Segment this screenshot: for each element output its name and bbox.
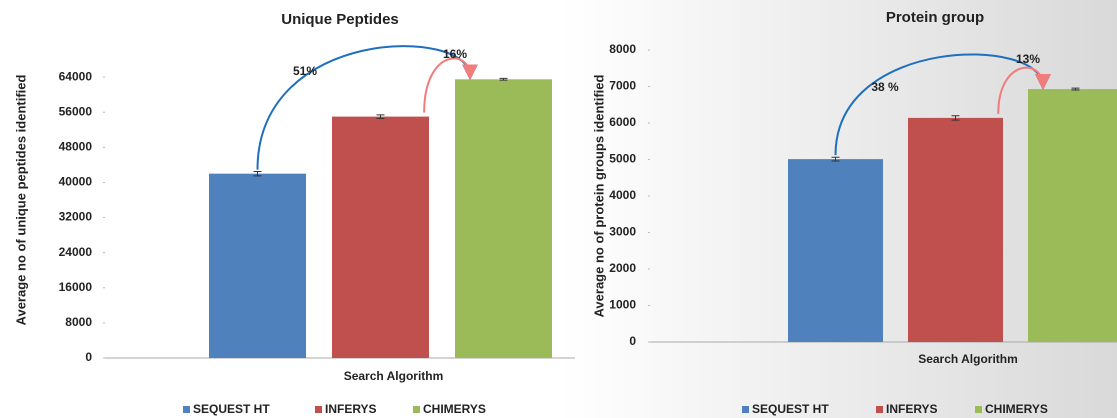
error-bar [831, 156, 840, 162]
error-bar [253, 170, 262, 177]
y-tick-label: 0 [629, 334, 636, 348]
bar [1028, 89, 1117, 343]
error-bar [1071, 87, 1080, 91]
bar [788, 159, 883, 342]
annotation: 38 % [871, 80, 899, 94]
legend-label: INFERYS [325, 402, 377, 416]
y-axis-label: Average no of protein groups identified [591, 74, 606, 317]
x-axis-label: Search Algorithm [344, 369, 444, 383]
bar [332, 116, 429, 358]
bar [209, 173, 306, 358]
y-tick-label: 7000 [609, 79, 636, 93]
y-tick-label: 3000 [609, 225, 636, 239]
legend-label: CHIMERYS [985, 402, 1048, 416]
x-axis-label: Search Algorithm [918, 352, 1018, 366]
arrow [997, 66, 1051, 114]
annotation: 13% [1016, 52, 1040, 66]
y-tick-label: 32000 [59, 210, 93, 224]
y-tick-label: 1000 [609, 298, 636, 312]
legend-label: INFERYS [886, 402, 938, 416]
charts: Unique Peptides Average no of unique pept… [13, 9, 1117, 416]
y-tick-label: 6000 [609, 115, 636, 129]
y-tick-label: 8000 [65, 315, 92, 329]
chart-title: Protein group [886, 9, 984, 26]
y-tick-label: 48000 [59, 140, 93, 154]
y-tick-label: 56000 [59, 104, 93, 118]
annotation: 16% [443, 47, 467, 61]
arrow [423, 57, 478, 113]
chart-title: Unique Peptides [281, 11, 399, 28]
legend-swatch [183, 406, 190, 413]
y-tick-label: 24000 [59, 245, 93, 259]
legend-swatch [413, 406, 420, 413]
error-bar [951, 115, 960, 121]
legend-label: CHIMERYS [423, 402, 486, 416]
y-tick-label: 0 [85, 350, 92, 364]
bar [908, 117, 1003, 342]
y-tick-label: 5000 [609, 152, 636, 166]
annotation: 51% [293, 64, 317, 78]
bar [455, 79, 552, 359]
legend-swatch [975, 406, 982, 413]
y-tick-label: 4000 [609, 188, 636, 202]
y-tick-label: 16000 [59, 280, 93, 294]
y-tick-label: 2000 [609, 261, 636, 275]
y-tick-label: 40000 [59, 175, 93, 189]
error-bar [376, 114, 385, 119]
legend-label: SEQUEST HT [752, 402, 829, 416]
legend-swatch [876, 406, 883, 413]
error-bar [499, 77, 508, 81]
y-axis-label: Average no of unique peptides identified [13, 75, 28, 326]
legend-label: SEQUEST HT [193, 402, 270, 416]
legend-swatch [315, 406, 322, 413]
legend-swatch [742, 406, 749, 413]
y-tick-label: 8000 [609, 42, 636, 56]
y-tick-label: 64000 [59, 69, 93, 83]
